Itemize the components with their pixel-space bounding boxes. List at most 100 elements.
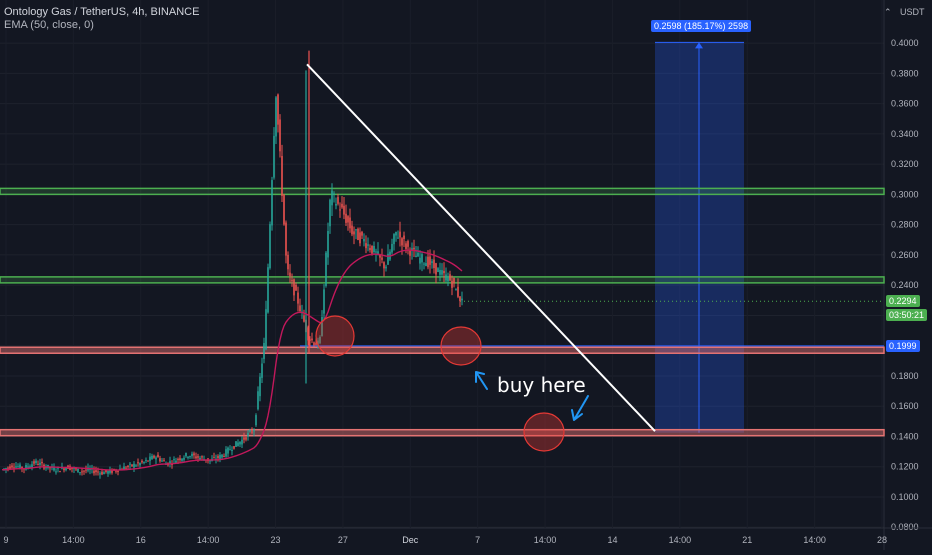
candle-body [391, 243, 393, 253]
candle-body [339, 209, 341, 211]
ema-indicator-label[interactable]: EMA (50, close, 0) [4, 19, 94, 31]
candle-body [143, 461, 145, 463]
price-tick-label: 0.2800 [891, 220, 919, 230]
time-tick-label: 14:00 [62, 535, 85, 545]
candle-body [277, 94, 279, 125]
candle-body [213, 457, 215, 459]
time-tick-label: 14:00 [197, 535, 220, 545]
price-tick-label: 0.3400 [891, 129, 919, 139]
candle-body [335, 203, 337, 206]
candle-body [417, 252, 419, 257]
candle-body [231, 450, 233, 452]
candle-body [387, 253, 389, 265]
time-tick-label: 14 [607, 535, 617, 545]
candle-body [245, 437, 247, 440]
candle-body [413, 247, 415, 250]
candle-body [145, 459, 147, 461]
price-tick-label: 0.3000 [891, 189, 919, 199]
currency-unit: USDT [900, 7, 925, 17]
candle-body [241, 439, 243, 445]
price-tick-label: 0.3600 [891, 99, 919, 109]
candle-body [147, 460, 149, 462]
candle-body [455, 289, 457, 291]
candle-body [107, 470, 109, 474]
candle-body [431, 261, 433, 263]
candle-body [439, 269, 441, 275]
time-tick-label: 16 [136, 535, 146, 545]
resistance-zone [0, 187, 885, 196]
candle-body [193, 453, 195, 456]
time-tick-label: 14:00 [669, 535, 692, 545]
time-tick-label: 14:00 [803, 535, 826, 545]
candle-body [63, 468, 65, 471]
candle-body [197, 456, 199, 458]
candle-body [299, 305, 301, 312]
candle-body [423, 263, 425, 265]
candle-body [131, 464, 133, 467]
candle-body [141, 460, 143, 463]
candle-body [25, 464, 27, 470]
candle-body [259, 376, 261, 397]
candle-body [351, 225, 353, 235]
price-tick-label: 0.0800 [891, 522, 919, 532]
candle-body [71, 467, 73, 469]
time-tick-label: Dec [402, 535, 419, 545]
candle-body [447, 277, 449, 282]
candle-body [257, 391, 259, 410]
candle-body [269, 224, 271, 269]
candle-body [333, 193, 335, 195]
candle-body [289, 272, 291, 277]
candle-body [105, 469, 107, 472]
candle-body [321, 317, 323, 337]
candle-body [409, 249, 411, 256]
candle-body [139, 462, 141, 466]
candle-body [35, 460, 37, 464]
candle-body [255, 415, 257, 426]
candle-body [225, 449, 227, 457]
symbol-title: Ontology Gas / TetherUS, 4h, BINANCE [4, 6, 200, 18]
candle-body [65, 467, 67, 471]
last-price-tag: 0.2294 [886, 295, 920, 308]
candle-body [191, 453, 193, 457]
entry-circle-marker [523, 412, 565, 452]
chevron-up-icon[interactable]: ⌃ [884, 7, 892, 17]
time-tick-label: 21 [742, 535, 752, 545]
candle-body [329, 199, 331, 227]
candle-body [261, 363, 263, 378]
candle-body [125, 467, 127, 469]
price-tick-label: 0.1200 [891, 462, 919, 472]
candle-body [129, 463, 131, 465]
candle-body [265, 309, 267, 350]
candle-body [85, 469, 87, 471]
candle-body [59, 471, 61, 473]
measure-arrow-head [695, 42, 703, 49]
candle-body [349, 217, 351, 229]
candle-body [355, 229, 357, 231]
candle-body [393, 234, 395, 245]
candle-body [345, 213, 347, 223]
candle-body [279, 119, 281, 152]
candle-body [323, 289, 325, 314]
candle-body [31, 464, 33, 468]
candle-body [175, 460, 177, 464]
candle-body [109, 469, 111, 473]
candle-body [233, 446, 235, 449]
candle-body [421, 254, 423, 263]
price-tick-label: 0.4000 [891, 38, 919, 48]
candle-body [435, 263, 437, 275]
candle-body [99, 473, 101, 475]
candle-body [221, 454, 223, 458]
time-tick-label: 7 [475, 535, 480, 545]
price-tick-label: 0.3800 [891, 68, 919, 78]
entry-circle-marker [315, 315, 355, 357]
candle-body [77, 468, 79, 473]
candle-body [371, 245, 373, 254]
candle-body [303, 315, 305, 322]
candle-body [189, 456, 191, 458]
candle-body [151, 455, 153, 460]
candle-body [53, 467, 55, 471]
candle-body [271, 180, 273, 226]
candle-body [397, 237, 399, 239]
candle-body [83, 470, 85, 472]
